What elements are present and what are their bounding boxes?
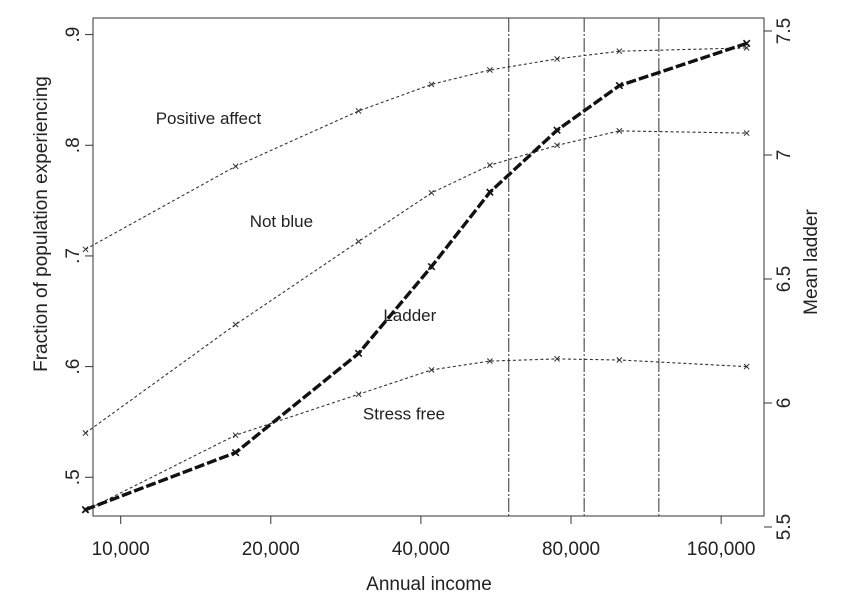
series-point-ladder (742, 39, 751, 48)
series-line-positive-affect (85, 47, 747, 250)
left-y-tick-label: .5 (63, 469, 84, 485)
series-point-not-blue (743, 130, 750, 137)
series-point-not-blue (232, 321, 239, 328)
series-point-stress-free (616, 357, 623, 363)
series-point-ladder (615, 81, 624, 90)
series-point-ladder (81, 505, 90, 514)
series-label-not-blue: Not blue (250, 212, 313, 231)
series-line-ladder (84, 41, 748, 512)
series-label-ladder: Ladder (383, 306, 436, 325)
right-y-tick-label: 5.5 (774, 514, 795, 540)
series-line-stress-free (85, 358, 747, 511)
series-point-ladder (486, 188, 494, 196)
series-point-ladder (231, 448, 240, 457)
series-point-positive-affect (486, 67, 493, 73)
x-tick-label: 80,000 (542, 539, 600, 560)
left-y-tick-label: .7 (63, 248, 84, 264)
series-point-positive-affect (616, 48, 623, 55)
x-tick-label: 20,000 (242, 539, 300, 560)
series-point-positive-affect (82, 246, 89, 253)
series-point-not-blue (355, 238, 362, 245)
left-y-axis-title: Fraction of population experiencing (31, 76, 52, 372)
left-y-tick-label: .6 (63, 359, 84, 375)
series-point-not-blue (82, 430, 89, 436)
series-point-stress-free (743, 363, 750, 370)
series-point-ladder (427, 262, 436, 271)
series-point-not-blue (616, 127, 623, 134)
left-y-tick-label: .8 (63, 137, 84, 153)
series-labels: Positive affect Not blue Ladder Stress free (156, 109, 445, 423)
series-point-positive-affect (554, 55, 561, 62)
series-point-positive-affect (355, 108, 362, 114)
series-point-stress-free (355, 391, 362, 398)
left-y-tick-label: .9 (63, 27, 84, 43)
right-y-axis-title: Mean ladder (801, 209, 822, 315)
series-point-stress-free (486, 358, 493, 365)
series-line-not-blue (85, 130, 747, 434)
vertical-reference-lines (508, 18, 660, 516)
x-axis-ticks: 10,000 20,000 40,000 80,000 160,000 (92, 516, 756, 560)
series-label-stress-free: Stress free (363, 405, 445, 424)
series-point-not-blue (554, 142, 561, 149)
series-point-not-blue (486, 162, 493, 169)
right-y-axis-ticks: 5.5 6 6.5 7 7.5 (764, 18, 795, 540)
plot-frame (92, 17, 765, 517)
series-point-stress-free (554, 355, 561, 362)
right-y-tick-label: 6 (774, 398, 795, 409)
series-label-positive-affect: Positive affect (156, 109, 262, 128)
right-y-tick-label: 7.5 (774, 18, 795, 44)
right-y-tick-label: 6.5 (774, 266, 795, 292)
x-axis-title: Annual income (366, 574, 492, 595)
right-y-tick-label: 7 (774, 150, 795, 161)
series-point-ladder (553, 126, 561, 134)
series-point-not-blue (428, 189, 435, 196)
x-tick-label: 40,000 (392, 539, 450, 560)
series-point-ladder (354, 349, 363, 358)
series-point-stress-free (428, 366, 435, 373)
series-layer (81, 39, 751, 514)
x-tick-label: 10,000 (92, 539, 150, 560)
series-point-positive-affect (232, 163, 239, 170)
series-point-positive-affect (428, 81, 435, 88)
series-point-stress-free (232, 432, 239, 439)
x-tick-label: 160,000 (687, 539, 756, 560)
left-y-axis-ticks: .5 .6 .7 .8 .9 (63, 27, 93, 485)
